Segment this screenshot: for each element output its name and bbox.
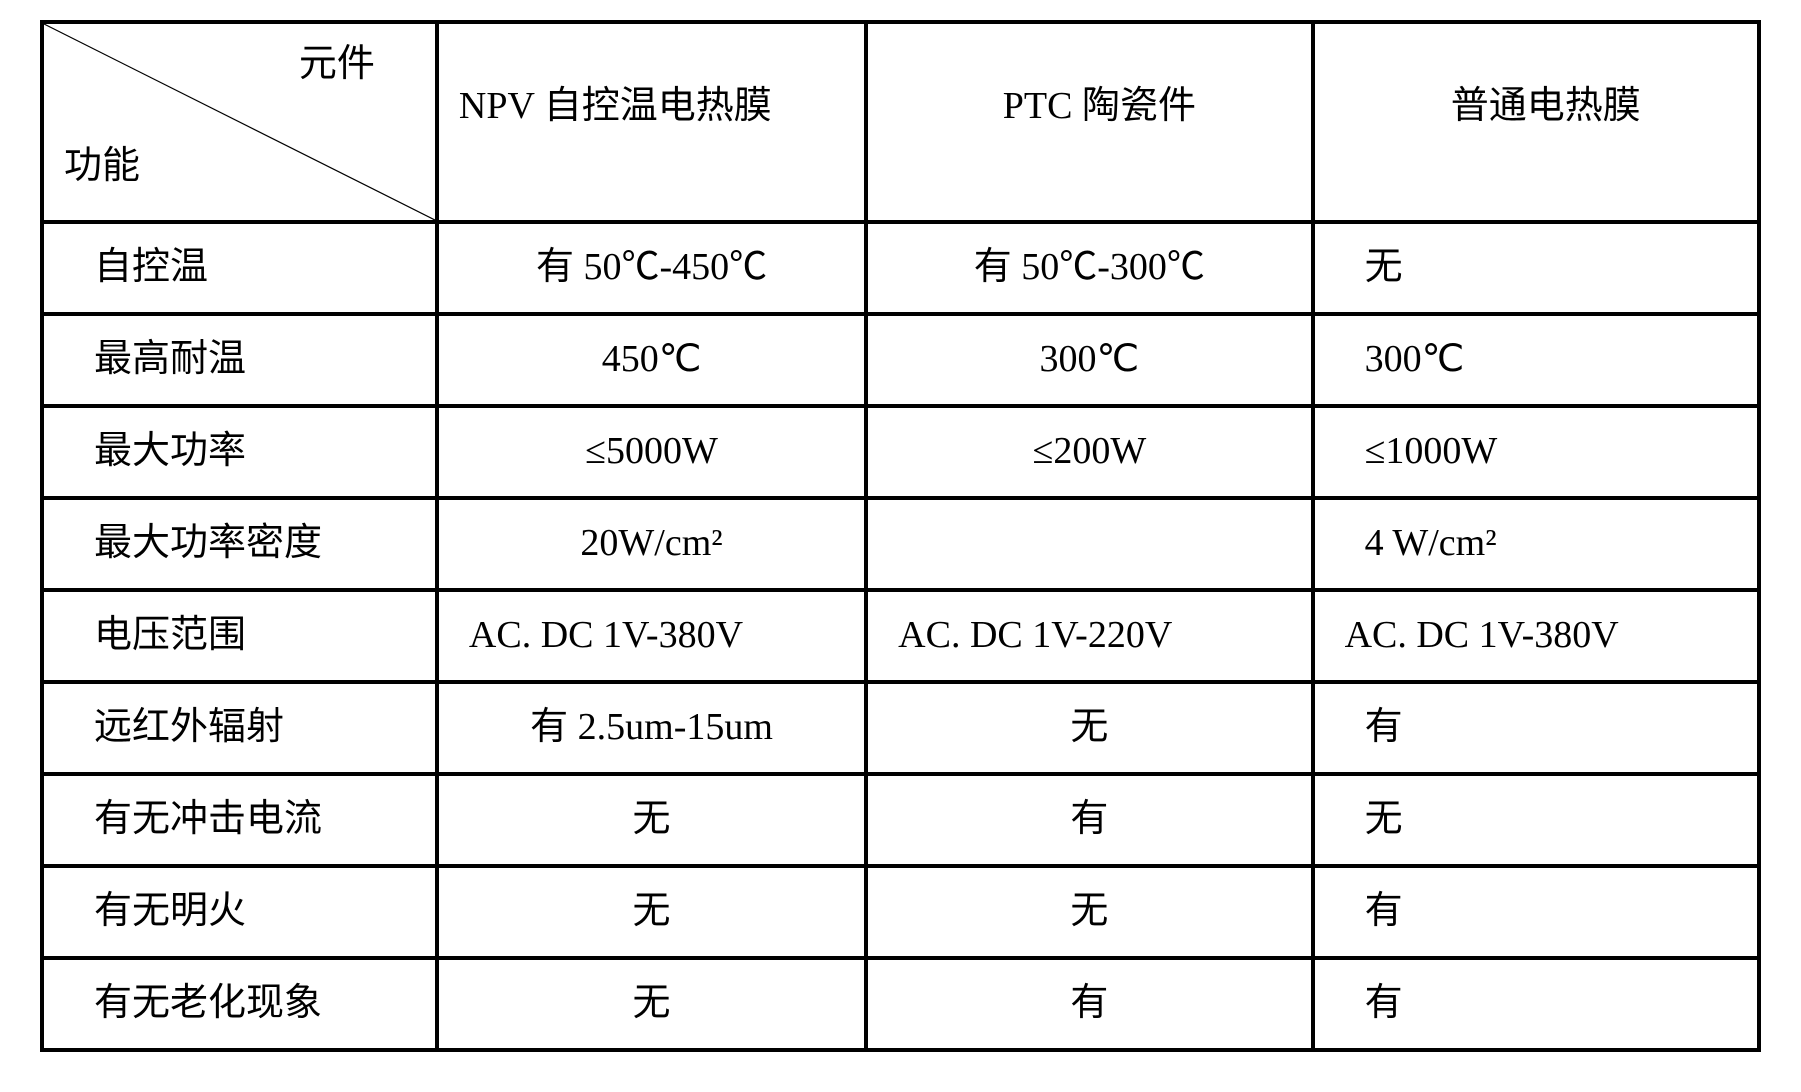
diagonal-line-icon <box>44 24 435 220</box>
row-label: 最高耐温 <box>42 314 437 406</box>
row-label: 有无老化现象 <box>42 958 437 1050</box>
row-label: 自控温 <box>42 222 437 314</box>
diagonal-header-cell: 元件 功能 <box>42 22 437 222</box>
comparison-table: 元件 功能 NPV 自控温电热膜 PTC 陶瓷件 普通电热膜 自控温 有 50℃… <box>40 20 1761 1052</box>
cell-npv: 无 <box>437 866 866 958</box>
table-row: 电压范围 AC. DC 1V-380V AC. DC 1V-220V AC. D… <box>42 590 1759 682</box>
cell-ord: 无 <box>1313 222 1759 314</box>
diag-bottom-label: 功能 <box>64 144 140 190</box>
cell-npv: 有 2.5um-15um <box>437 682 866 774</box>
col-header-ptc: PTC 陶瓷件 <box>866 22 1312 222</box>
table-row: 自控温 有 50℃-450℃ 有 50℃-300℃ 无 <box>42 222 1759 314</box>
table-row: 有无老化现象 无 有 有 <box>42 958 1759 1050</box>
cell-ord: 无 <box>1313 774 1759 866</box>
table-row: 最高耐温 450℃ 300℃ 300℃ <box>42 314 1759 406</box>
cell-ord: 300℃ <box>1313 314 1759 406</box>
table-row: 最大功率 ≤5000W ≤200W ≤1000W <box>42 406 1759 498</box>
row-label: 最大功率密度 <box>42 498 437 590</box>
row-label: 远红外辐射 <box>42 682 437 774</box>
table-header-row: 元件 功能 NPV 自控温电热膜 PTC 陶瓷件 普通电热膜 <box>42 22 1759 222</box>
cell-ord: 有 <box>1313 682 1759 774</box>
table-row: 有无明火 无 无 有 <box>42 866 1759 958</box>
row-label: 有无明火 <box>42 866 437 958</box>
cell-npv: 无 <box>437 774 866 866</box>
cell-ord: 4 W/cm² <box>1313 498 1759 590</box>
cell-ptc <box>866 498 1312 590</box>
cell-npv: 无 <box>437 958 866 1050</box>
cell-ptc: 有 <box>866 774 1312 866</box>
cell-ptc: 300℃ <box>866 314 1312 406</box>
cell-ptc: 无 <box>866 682 1312 774</box>
diag-top-label: 元件 <box>299 42 375 88</box>
cell-ord: AC. DC 1V-380V <box>1313 590 1759 682</box>
page-root: 元件 功能 NPV 自控温电热膜 PTC 陶瓷件 普通电热膜 自控温 有 50℃… <box>0 0 1801 1092</box>
row-label: 最大功率 <box>42 406 437 498</box>
cell-ord: 有 <box>1313 866 1759 958</box>
cell-ptc: ≤200W <box>866 406 1312 498</box>
cell-npv: 有 50℃-450℃ <box>437 222 866 314</box>
cell-npv: AC. DC 1V-380V <box>437 590 866 682</box>
table-row: 最大功率密度 20W/cm² 4 W/cm² <box>42 498 1759 590</box>
col-header-npv: NPV 自控温电热膜 <box>437 22 866 222</box>
table-row: 远红外辐射 有 2.5um-15um 无 有 <box>42 682 1759 774</box>
cell-ptc: 有 50℃-300℃ <box>866 222 1312 314</box>
cell-ptc: AC. DC 1V-220V <box>866 590 1312 682</box>
cell-npv: ≤5000W <box>437 406 866 498</box>
row-label: 有无冲击电流 <box>42 774 437 866</box>
cell-npv: 450℃ <box>437 314 866 406</box>
cell-ptc: 有 <box>866 958 1312 1050</box>
row-label: 电压范围 <box>42 590 437 682</box>
col-header-ord: 普通电热膜 <box>1313 22 1759 222</box>
table-row: 有无冲击电流 无 有 无 <box>42 774 1759 866</box>
cell-npv: 20W/cm² <box>437 498 866 590</box>
cell-ord: 有 <box>1313 958 1759 1050</box>
cell-ptc: 无 <box>866 866 1312 958</box>
cell-ord: ≤1000W <box>1313 406 1759 498</box>
